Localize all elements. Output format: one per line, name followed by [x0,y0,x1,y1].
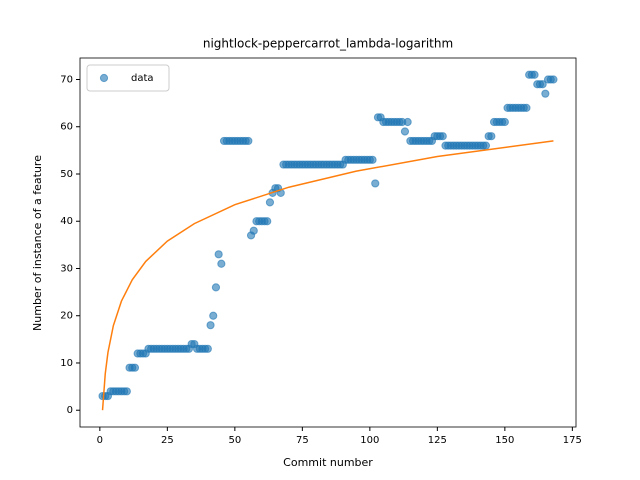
data-point [368,155,377,164]
data-point [130,363,140,372]
data-point [217,259,226,268]
data-point [500,117,509,127]
data-point [214,250,223,259]
x-tick-label: 25 [161,435,174,446]
data-point [481,141,491,150]
x-tick-label: 0 [97,435,103,446]
legend-marker [99,73,109,83]
x-tick-label: 100 [360,435,379,446]
legend-label: data [131,73,154,84]
y-tick-label: 10 [60,358,73,369]
data-point [403,117,412,127]
data-point [549,75,558,84]
x-tick-label: 50 [228,435,241,446]
data-point [203,344,212,353]
plot-frame [79,57,577,428]
y-axis-label: Number of instance of a feature [31,155,44,331]
data-point [122,387,131,396]
data-point [541,89,550,98]
y-tick-label: 30 [60,263,73,274]
data-point [206,321,215,330]
y-tick-label: 40 [60,216,73,227]
data-point [249,226,258,235]
data-point [487,132,496,141]
data-point [209,311,218,320]
x-axis-label: Commit number [283,456,373,469]
fit-line [101,140,554,411]
data-point [371,179,380,188]
x-tick-label: 125 [428,435,447,446]
data-point [530,70,539,79]
y-tick-label: 20 [60,311,73,322]
data-point [244,136,253,146]
data-point [400,127,410,136]
data-point [265,198,275,207]
data-point [522,103,531,112]
data-point [263,217,272,226]
x-tick-label: 175 [563,435,582,446]
x-tick-label: 75 [296,435,309,446]
y-tick-label: 60 [60,122,73,133]
y-tick-label: 0 [67,405,73,416]
x-tick-label: 150 [495,435,514,446]
y-tick-label: 70 [60,74,73,85]
data-point [538,80,547,89]
y-tick-label: 50 [60,169,73,180]
data-point [211,283,221,292]
chart-title: nightlock-peppercarrot_lambda-logarithm [203,37,453,51]
data-point [438,132,447,141]
legend-box [86,64,170,92]
